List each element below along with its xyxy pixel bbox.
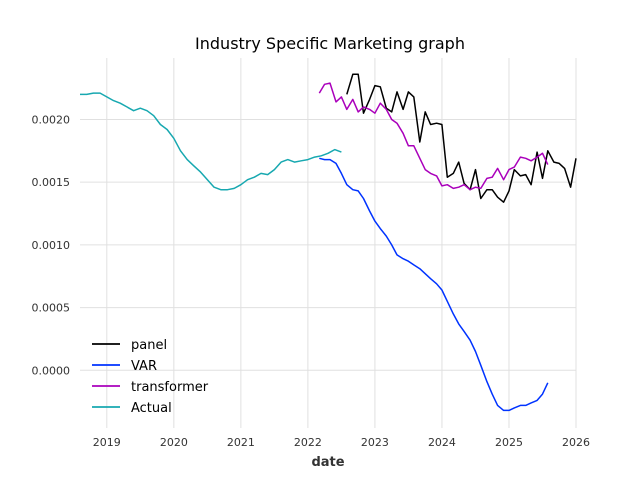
legend: panel VAR transformer Actual	[92, 338, 209, 416]
x-tick-label: 2024	[428, 436, 456, 449]
grid-lines	[80, 58, 577, 428]
series-line-transformer	[318, 82, 549, 191]
y-tick-label: 0.0015	[32, 176, 71, 189]
tick-labels: 2019 2020 2021 2022 2023 2024 2025 2026 0.0000 0.…	[32, 113, 591, 449]
x-tick-label: 2020	[160, 436, 188, 449]
legend-label: Actual	[131, 401, 172, 416]
x-tick-label: 2019	[93, 436, 121, 449]
y-tick-label: 0.0005	[32, 302, 71, 315]
x-axis-label: date	[311, 455, 344, 470]
series-line-var	[319, 157, 549, 412]
x-tick-label: 2023	[361, 436, 389, 449]
x-tick-label: 2022	[294, 436, 322, 449]
x-tick-label: 2021	[227, 436, 255, 449]
y-tick-label: 0.0010	[32, 239, 71, 252]
legend-label: VAR	[131, 359, 157, 374]
chart-title: Industry Specific Marketing graph	[195, 34, 465, 53]
x-tick-label: 2025	[495, 436, 523, 449]
series-line-panel	[346, 73, 577, 203]
x-tick-label: 2026	[562, 436, 590, 449]
y-tick-label: 0.0000	[32, 364, 71, 377]
legend-label: panel	[131, 338, 167, 353]
series-lines	[80, 73, 577, 412]
legend-label: transformer	[131, 380, 209, 395]
series-line-actual	[80, 92, 342, 191]
y-tick-label: 0.0020	[32, 113, 71, 126]
